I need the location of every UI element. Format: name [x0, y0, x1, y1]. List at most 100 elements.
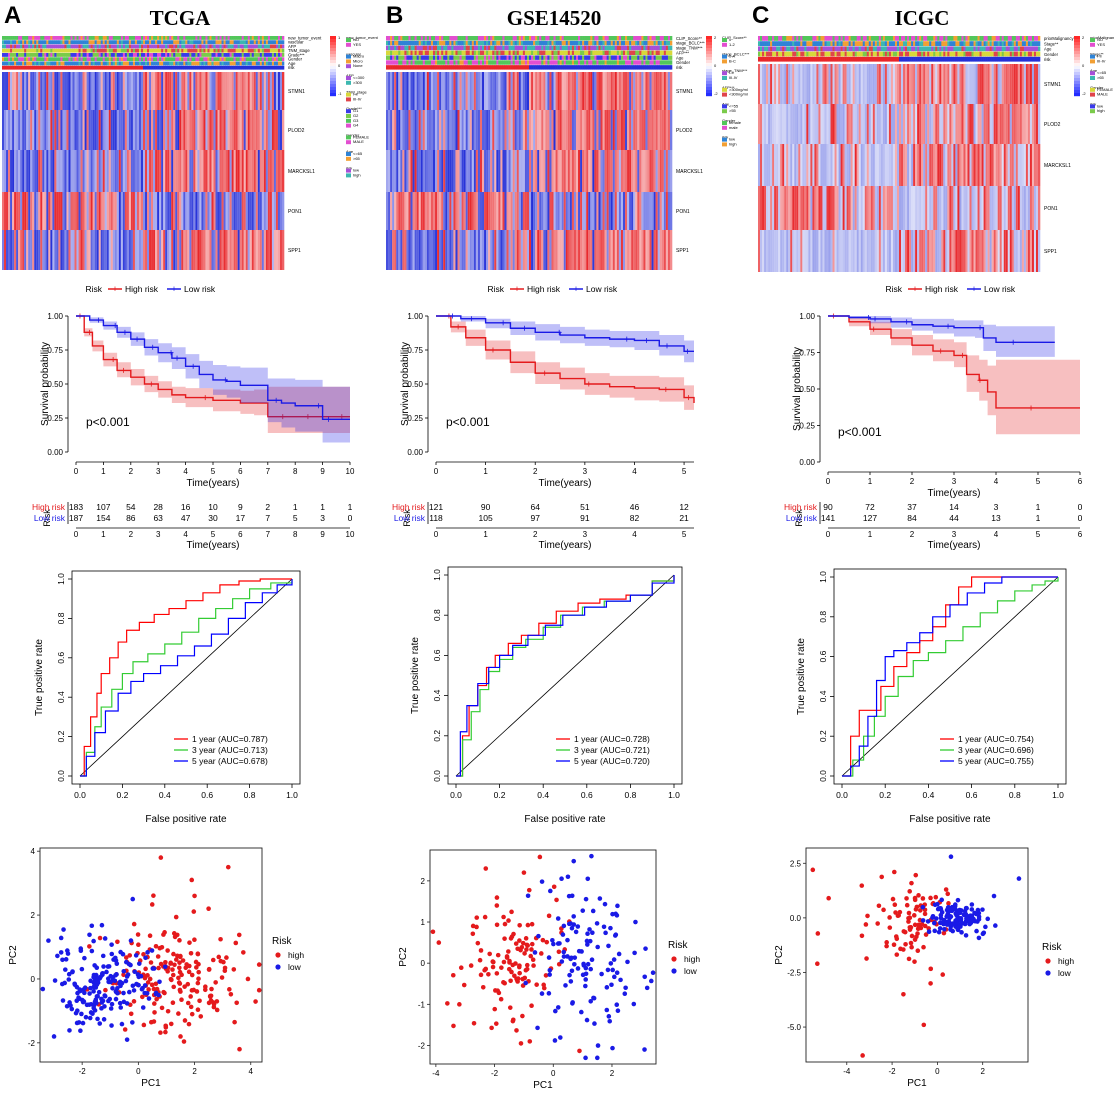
annotation-cell — [209, 40, 212, 45]
heatmap-cell — [408, 192, 411, 230]
annotation-cell — [469, 60, 473, 65]
heatmap-bg — [539, 110, 542, 150]
annotation-cell — [130, 61, 134, 66]
heatmap-bg — [539, 150, 542, 192]
heatmap-cell — [643, 72, 646, 110]
annotation-cell — [32, 40, 35, 45]
annotation-cell — [600, 65, 603, 70]
annotation-cell — [590, 45, 593, 51]
heatmap-cell — [531, 72, 534, 110]
annotation-cell — [4, 48, 7, 53]
annotation-cell — [96, 65, 99, 70]
annotation-cell — [80, 36, 83, 40]
heatmap-cell — [251, 192, 255, 230]
heatmap-cell — [453, 110, 456, 150]
annotation-cell — [645, 50, 648, 56]
heatmap-cell — [183, 230, 186, 270]
annotation-cell — [128, 65, 132, 70]
annotation-cell — [635, 55, 638, 60]
heatmap-cell — [243, 230, 247, 270]
annotation-cell — [227, 57, 230, 62]
annotation-cell — [267, 57, 271, 62]
annotation-cell — [539, 40, 542, 46]
heatmap-cell — [492, 230, 495, 270]
heatmap-cell — [390, 72, 393, 110]
heatmap-cell — [545, 110, 548, 150]
heatmap-cell — [108, 192, 112, 230]
annotation-cell — [14, 40, 17, 45]
annotation-cell — [571, 36, 575, 41]
heatmap-bg — [639, 230, 642, 270]
annotation-cell — [18, 53, 21, 57]
heatmap-bg — [533, 72, 536, 110]
heatmap-cell — [225, 230, 228, 270]
heatmap-cell — [659, 192, 663, 230]
annotation-cell — [608, 65, 612, 70]
heatmap-cell — [223, 150, 226, 192]
annotation-cell — [134, 40, 138, 45]
annotation-cell — [622, 55, 626, 60]
annotation-cell — [273, 48, 277, 53]
annotation-cell — [565, 55, 569, 60]
heatmap-cell — [486, 192, 489, 230]
annotation-cell — [659, 45, 663, 51]
annotation-cell — [249, 36, 253, 40]
heatmap-cell — [396, 150, 399, 192]
annotation-cell — [461, 36, 464, 41]
heatmap-cell — [531, 110, 534, 150]
annotation-cell — [659, 50, 663, 56]
heatmap-cell — [88, 150, 91, 192]
annotation-cell — [392, 60, 395, 65]
annotation-cell — [547, 40, 550, 46]
annotation-cell — [641, 45, 644, 51]
annotation-cell — [64, 40, 67, 45]
annotation-cell — [114, 36, 118, 40]
annotation-cell — [602, 55, 605, 60]
heatmap-cell — [261, 230, 265, 270]
annotation-cell — [441, 40, 444, 46]
heatmap-cell — [10, 72, 13, 110]
annotation-cell — [596, 65, 599, 70]
annotation-cell — [588, 40, 591, 46]
heatmap-cell — [54, 230, 57, 270]
annotation-cell — [201, 65, 204, 70]
annotation-cell — [396, 45, 399, 51]
heatmap-cell — [616, 192, 620, 230]
heatmap-cell — [659, 150, 663, 192]
heatmap-cell — [627, 230, 630, 270]
annotation-cell — [394, 60, 397, 65]
annotation-cell — [48, 44, 51, 49]
annotation-cell — [189, 65, 192, 70]
annotation-cell — [191, 53, 194, 57]
annotation-cell — [102, 36, 106, 40]
annotation-cell — [58, 57, 61, 62]
heatmap-cell — [239, 110, 242, 150]
heatmap-cell — [171, 230, 174, 270]
annotation-cell — [586, 50, 589, 56]
annotation-cell — [388, 60, 391, 65]
annotation-cell — [488, 60, 491, 65]
annotation-cell — [227, 36, 230, 40]
annotation-cell — [439, 40, 442, 46]
annotation-cell — [565, 45, 569, 51]
annotation-cell — [124, 53, 128, 57]
annotation-cell — [667, 40, 671, 46]
annotation-cell — [179, 61, 182, 66]
annotation-cell — [277, 48, 281, 53]
annotation-cell — [582, 65, 585, 70]
annotation-cell — [455, 36, 458, 41]
heatmap-cell — [215, 110, 218, 150]
annotation-cell — [82, 65, 85, 70]
annotation-cell — [508, 60, 511, 65]
heatmap-cell — [396, 192, 399, 230]
heatmap-cell — [614, 110, 618, 150]
heatmap-cell — [592, 192, 595, 230]
annotation-cell — [205, 44, 208, 49]
annotation-cell — [221, 57, 224, 62]
annotation-cell — [116, 61, 120, 66]
annotation-cell — [211, 48, 214, 53]
annotation-cell — [257, 44, 261, 49]
annotation-cell — [126, 65, 130, 70]
annotation-cell — [563, 45, 567, 51]
annotation-cell — [432, 65, 436, 70]
